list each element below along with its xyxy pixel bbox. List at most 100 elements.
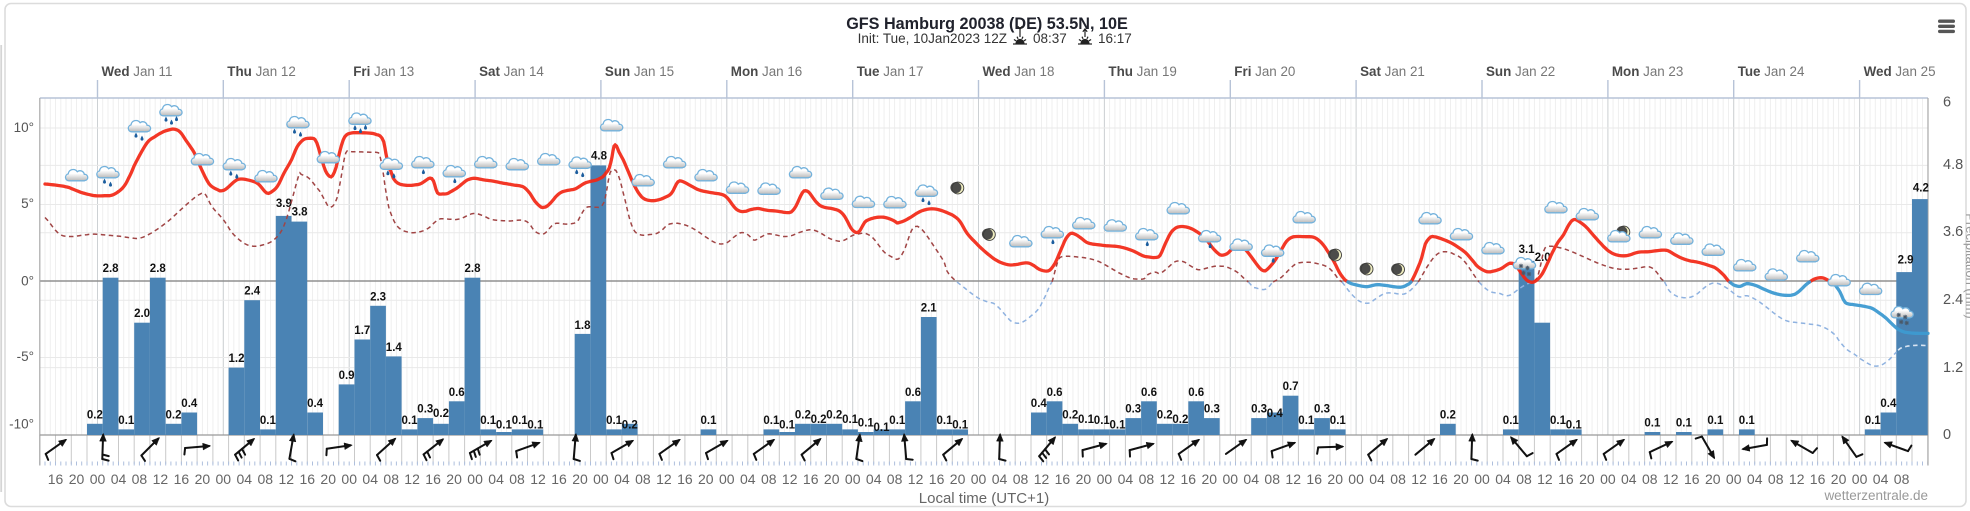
svg-text:Thu Jan 19: Thu Jan 19 xyxy=(1108,64,1176,79)
svg-text:1.4: 1.4 xyxy=(386,342,403,354)
svg-text:0.7: 0.7 xyxy=(1283,381,1299,393)
svg-text:0: 0 xyxy=(1943,427,1951,443)
svg-text:16:17: 16:17 xyxy=(1098,31,1132,46)
svg-text:20: 20 xyxy=(1076,471,1092,487)
svg-text:16: 16 xyxy=(1432,471,1448,487)
svg-text:0.2: 0.2 xyxy=(1172,414,1188,426)
svg-text:04: 04 xyxy=(866,471,882,487)
svg-text:2.4: 2.4 xyxy=(1943,292,1963,308)
svg-text:2.1: 2.1 xyxy=(921,303,938,315)
svg-text:0.1: 0.1 xyxy=(496,419,513,431)
svg-text:4.8: 4.8 xyxy=(1943,157,1963,173)
svg-text:08: 08 xyxy=(761,471,777,487)
svg-text:08: 08 xyxy=(1768,471,1784,487)
svg-text:5°: 5° xyxy=(21,196,34,211)
svg-text:08: 08 xyxy=(1264,471,1280,487)
svg-text:04: 04 xyxy=(362,471,378,487)
svg-text:04: 04 xyxy=(111,471,127,487)
svg-text:08: 08 xyxy=(887,471,903,487)
svg-text:0.1: 0.1 xyxy=(937,415,954,427)
svg-text:12: 12 xyxy=(404,471,420,487)
svg-text:0.1: 0.1 xyxy=(952,419,969,431)
svg-text:2.8: 2.8 xyxy=(150,263,167,275)
svg-text:0.1: 0.1 xyxy=(402,415,419,427)
svg-text:0.6: 0.6 xyxy=(1188,387,1204,399)
svg-text:0.2: 0.2 xyxy=(826,409,842,421)
svg-text:04: 04 xyxy=(488,471,504,487)
svg-text:00: 00 xyxy=(1474,471,1490,487)
svg-text:12: 12 xyxy=(1789,471,1805,487)
svg-text:Init: Tue, 10Jan2023 12Z: Init: Tue, 10Jan2023 12Z xyxy=(858,31,1007,46)
svg-text:0.2: 0.2 xyxy=(433,408,449,420)
svg-text:0°: 0° xyxy=(21,274,34,289)
svg-text:04: 04 xyxy=(1873,471,1889,487)
svg-text:00: 00 xyxy=(971,471,987,487)
svg-text:08: 08 xyxy=(132,471,148,487)
svg-text:3.6: 3.6 xyxy=(1943,224,1963,240)
svg-text:16: 16 xyxy=(1558,471,1574,487)
svg-text:20: 20 xyxy=(320,471,336,487)
svg-text:16: 16 xyxy=(677,471,693,487)
svg-text:0.1: 0.1 xyxy=(701,415,718,427)
svg-text:2.9: 2.9 xyxy=(1898,255,1914,267)
svg-text:08: 08 xyxy=(383,471,399,487)
svg-text:0.1: 0.1 xyxy=(874,422,891,434)
svg-text:1.2: 1.2 xyxy=(229,353,245,365)
svg-text:20: 20 xyxy=(572,471,588,487)
svg-text:0.2: 0.2 xyxy=(1440,409,1456,421)
svg-text:0.1: 0.1 xyxy=(889,415,906,427)
svg-text:20: 20 xyxy=(824,471,840,487)
svg-text:6: 6 xyxy=(1943,95,1951,111)
svg-text:0.3: 0.3 xyxy=(1125,404,1141,416)
svg-text:0.1: 0.1 xyxy=(842,414,859,426)
svg-text:Wed Jan 11: Wed Jan 11 xyxy=(102,64,173,79)
svg-text:0.4: 0.4 xyxy=(1267,408,1284,420)
svg-text:0.2: 0.2 xyxy=(166,409,182,421)
svg-text:12: 12 xyxy=(782,471,798,487)
svg-text:08: 08 xyxy=(635,471,651,487)
svg-text:16: 16 xyxy=(1684,471,1700,487)
svg-text:0.3: 0.3 xyxy=(1204,404,1220,416)
svg-text:20: 20 xyxy=(1831,471,1847,487)
svg-text:0.3: 0.3 xyxy=(417,404,433,416)
svg-text:1.2: 1.2 xyxy=(1943,360,1963,376)
svg-text:0.2: 0.2 xyxy=(622,419,638,431)
svg-text:0.2: 0.2 xyxy=(87,409,103,421)
svg-text:04: 04 xyxy=(1118,471,1134,487)
svg-text:2.4: 2.4 xyxy=(244,286,261,298)
svg-text:12: 12 xyxy=(1285,471,1301,487)
svg-text:Fri Jan 20: Fri Jan 20 xyxy=(1234,64,1295,79)
svg-text:0.3: 0.3 xyxy=(1251,404,1267,416)
svg-text:4.8: 4.8 xyxy=(591,151,608,163)
svg-text:0.4: 0.4 xyxy=(1880,398,1897,410)
svg-text:3.8: 3.8 xyxy=(292,207,309,219)
svg-text:08: 08 xyxy=(1516,471,1532,487)
svg-text:0.1: 0.1 xyxy=(1110,419,1127,431)
svg-text:0.1: 0.1 xyxy=(480,415,497,427)
svg-text:Sat Jan 14: Sat Jan 14 xyxy=(479,64,544,79)
svg-text:08: 08 xyxy=(1894,471,1910,487)
svg-text:20: 20 xyxy=(446,471,462,487)
svg-text:04: 04 xyxy=(1747,471,1763,487)
svg-text:00: 00 xyxy=(1097,471,1113,487)
svg-text:20: 20 xyxy=(698,471,714,487)
svg-text:12: 12 xyxy=(153,471,169,487)
svg-text:08: 08 xyxy=(509,471,525,487)
svg-text:12: 12 xyxy=(1411,471,1427,487)
svg-text:16: 16 xyxy=(929,471,945,487)
svg-text:08:37: 08:37 xyxy=(1033,31,1067,46)
svg-text:0.6: 0.6 xyxy=(1141,387,1157,399)
svg-text:0.6: 0.6 xyxy=(905,387,921,399)
svg-text:0.2: 0.2 xyxy=(1157,409,1173,421)
svg-text:04: 04 xyxy=(614,471,630,487)
svg-text:20: 20 xyxy=(1202,471,1218,487)
svg-text:00: 00 xyxy=(1348,471,1364,487)
svg-text:08: 08 xyxy=(1139,471,1155,487)
svg-text:04: 04 xyxy=(237,471,253,487)
svg-text:0.9: 0.9 xyxy=(339,370,355,382)
svg-text:08: 08 xyxy=(1390,471,1406,487)
svg-text:08: 08 xyxy=(1013,471,1029,487)
svg-text:00: 00 xyxy=(845,471,861,487)
svg-text:0.6: 0.6 xyxy=(449,387,465,399)
svg-text:20: 20 xyxy=(1705,471,1721,487)
